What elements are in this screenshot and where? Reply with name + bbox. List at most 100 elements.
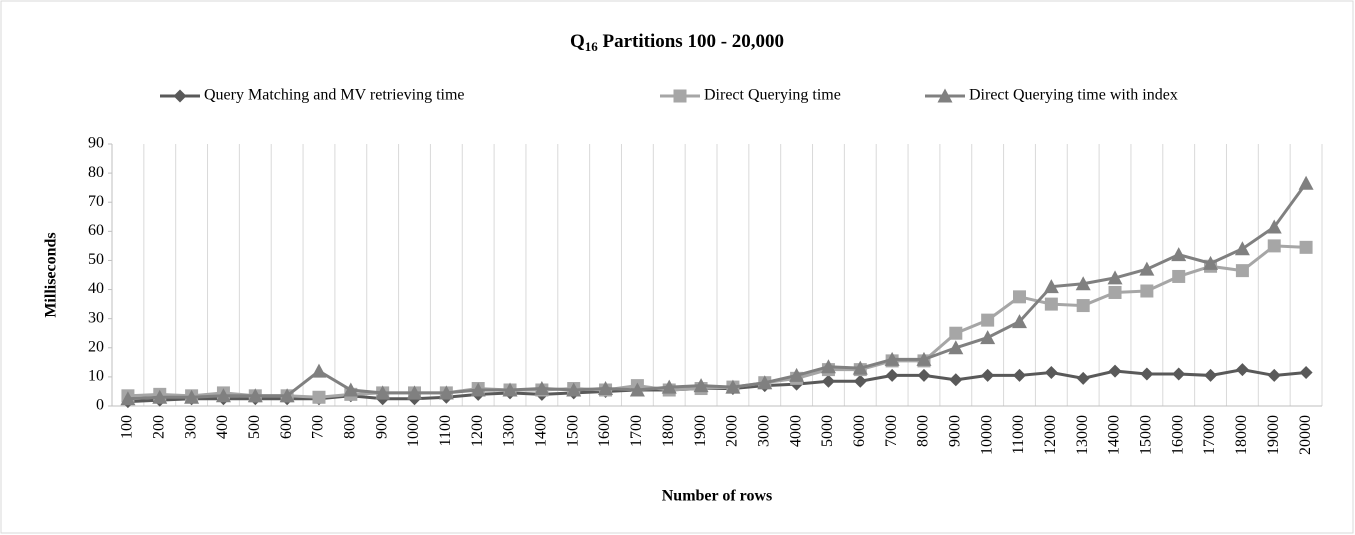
marker	[1299, 366, 1313, 380]
marker	[312, 390, 326, 404]
marker	[215, 388, 231, 403]
y-tick-label: 70	[88, 193, 104, 210]
marker	[1204, 368, 1218, 382]
marker	[949, 373, 963, 387]
marker	[820, 359, 836, 374]
y-tick-label: 10	[88, 368, 104, 385]
x-tick-label: 10000	[978, 415, 995, 455]
marker	[1298, 175, 1314, 190]
x-tick-label: 1500	[564, 415, 581, 447]
marker	[1076, 371, 1090, 385]
marker	[1235, 363, 1249, 377]
title-main: Q	[570, 31, 585, 52]
x-tick-label: 1300	[501, 415, 518, 447]
x-tick-label: 20000	[1297, 415, 1314, 455]
marker	[980, 330, 996, 345]
marker	[502, 382, 518, 397]
marker	[1108, 285, 1122, 299]
marker	[1267, 239, 1281, 253]
x-tick-label: 200	[150, 415, 167, 439]
legend-label: Query Matching and MV retrieving time	[204, 87, 465, 104]
y-axis-title: Milliseconds	[43, 232, 60, 317]
marker	[725, 379, 741, 394]
marker	[247, 388, 263, 403]
marker	[1203, 255, 1219, 270]
x-tick-label: 1400	[533, 415, 550, 447]
marker	[821, 374, 835, 388]
x-tick-label: 800	[341, 415, 358, 439]
marker	[661, 379, 677, 394]
x-tick-label: 18000	[1233, 415, 1250, 455]
x-tick-label: 19000	[1265, 415, 1282, 455]
marker	[1299, 240, 1313, 254]
marker	[1235, 264, 1249, 278]
marker	[1076, 299, 1090, 313]
x-tick-label: 1700	[628, 415, 645, 447]
marker	[152, 389, 168, 404]
x-tick-label: 1000	[405, 415, 422, 447]
marker	[917, 368, 931, 382]
marker	[1075, 276, 1091, 291]
marker	[885, 368, 899, 382]
x-tick-label: 13000	[1074, 415, 1091, 455]
marker	[852, 360, 868, 375]
x-tick-label: 2000	[724, 415, 741, 447]
marker	[184, 389, 200, 404]
marker	[343, 382, 359, 397]
marker	[407, 385, 422, 400]
y-tick-label: 50	[88, 251, 104, 268]
y-tick-label: 80	[88, 164, 104, 181]
x-tick-label: 900	[373, 415, 390, 439]
marker	[1234, 241, 1250, 256]
marker	[1266, 219, 1282, 234]
marker	[949, 326, 963, 340]
marker	[981, 313, 995, 327]
legend-label: Direct Querying time	[704, 87, 841, 104]
marker	[311, 363, 327, 378]
marker	[853, 374, 867, 388]
marker	[1172, 367, 1186, 381]
x-tick-label: 14000	[1106, 415, 1123, 455]
marker	[1013, 368, 1026, 382]
marker	[1044, 297, 1058, 311]
marker	[1171, 247, 1187, 262]
marker	[1267, 368, 1281, 382]
marker	[916, 351, 932, 366]
x-axis-title: Number of rows	[662, 488, 773, 505]
x-tick-label: 15000	[1138, 415, 1155, 455]
y-tick-label: 40	[88, 280, 104, 297]
marker	[279, 388, 295, 403]
marker	[1107, 270, 1123, 285]
x-tick-label: 17000	[1201, 415, 1218, 455]
marker	[673, 89, 687, 103]
x-tick-label: 300	[182, 415, 199, 439]
x-tick-label: 1800	[660, 415, 677, 447]
y-tick-label: 90	[88, 135, 104, 152]
marker	[981, 368, 995, 382]
x-tick-label: 11000	[1010, 415, 1027, 454]
x-tick-label: 1600	[596, 415, 613, 447]
marker	[1139, 261, 1155, 276]
x-tick-label: 4000	[787, 415, 804, 447]
y-tick-label: 20	[88, 338, 104, 355]
marker	[937, 88, 953, 103]
x-tick-label: 1100	[437, 415, 454, 446]
x-tick-label: 1900	[692, 415, 709, 447]
x-tick-label: 6000	[851, 415, 868, 447]
marker	[1108, 364, 1122, 378]
marker	[1140, 367, 1154, 381]
y-tick-label: 60	[88, 222, 104, 239]
marker	[566, 382, 582, 397]
x-tick-label: 8000	[915, 415, 932, 447]
x-tick-label: 1200	[469, 415, 486, 447]
marker	[1172, 269, 1186, 283]
marker	[120, 391, 136, 406]
y-tick-label: 0	[96, 397, 104, 414]
marker	[534, 381, 550, 396]
marker	[1013, 290, 1026, 304]
x-tick-label: 500	[246, 415, 263, 439]
chart-title: Q16 Partitions 100 - 20,000	[570, 31, 784, 54]
marker	[438, 385, 454, 400]
y-tick-label: 30	[88, 309, 104, 326]
